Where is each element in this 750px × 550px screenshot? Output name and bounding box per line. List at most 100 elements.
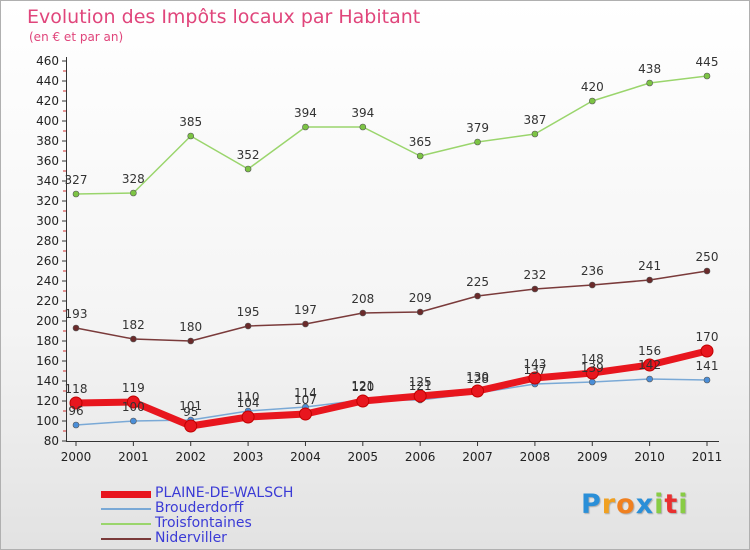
data-point	[585, 366, 599, 380]
data-label: 209	[409, 291, 432, 305]
y-tick-label: 440	[36, 74, 59, 88]
data-label: 241	[638, 259, 661, 273]
series-niderviller	[72, 267, 711, 345]
series-plaine-de-walsch	[69, 344, 714, 433]
y-tick-label: 420	[36, 94, 59, 108]
data-point	[187, 337, 195, 345]
data-point	[474, 138, 481, 146]
data-label: 420	[581, 80, 604, 94]
data-label: 130	[466, 370, 489, 384]
y-tick-label: 320	[36, 194, 59, 208]
data-label: 352	[237, 148, 260, 162]
logo-letter: i	[654, 489, 665, 520]
data-point	[703, 267, 711, 275]
y-tick-label: 300	[36, 214, 59, 228]
data-point	[72, 324, 80, 332]
data-point	[126, 395, 140, 409]
legend-swatch	[101, 491, 151, 498]
legend-label: Troisfontaines	[155, 515, 252, 531]
data-label: 121	[351, 379, 374, 393]
y-tick-label: 400	[36, 114, 59, 128]
data-label: 139	[581, 361, 604, 375]
data-label: 100	[122, 400, 145, 414]
x-tick-label: 2000	[61, 450, 92, 464]
y-tick-label: 80	[44, 434, 59, 448]
chart-axes: 80 100 120 140 160 180 200 220 240 260 280 300 320 34…	[36, 54, 722, 464]
data-label: 125	[409, 375, 432, 389]
data-label: 208	[351, 292, 374, 306]
data-point	[356, 394, 370, 408]
y-tick-label: 280	[36, 234, 59, 248]
data-point	[413, 389, 427, 403]
data-label: 236	[581, 264, 604, 278]
legend-swatch	[101, 523, 151, 525]
data-point	[359, 123, 367, 131]
data-point	[416, 308, 424, 316]
data-label: 137	[523, 363, 546, 377]
data-label: 387	[523, 113, 546, 127]
proxiti-logo: Proxiti	[581, 489, 689, 520]
data-point	[241, 410, 255, 424]
data-point	[646, 79, 653, 87]
data-label: 438	[638, 62, 661, 76]
data-label: 95	[183, 405, 198, 419]
legend-swatch	[101, 508, 151, 510]
data-point	[588, 281, 596, 289]
x-tick-label: 2008	[520, 450, 551, 464]
data-label: 394	[294, 106, 317, 120]
y-tick-label: 460	[36, 54, 59, 68]
data-point	[588, 97, 596, 105]
logo-letter: x	[635, 489, 655, 520]
data-point	[359, 309, 367, 317]
y-tick-label: 340	[36, 174, 59, 188]
data-label: 114	[294, 386, 317, 400]
y-tick-label: 160	[36, 354, 59, 368]
x-tick-label: 2009	[577, 450, 608, 464]
legend-label: PLAINE-DE-WALSCH	[155, 485, 294, 501]
data-point	[646, 276, 653, 284]
data-point	[531, 130, 539, 138]
logo-letter: t	[664, 489, 679, 520]
data-label: 104	[237, 396, 260, 410]
data-point	[703, 376, 711, 384]
data-label: 180	[179, 320, 202, 334]
data-label: 119	[122, 381, 145, 395]
data-label: 379	[466, 121, 489, 135]
y-tick-label: 360	[36, 154, 59, 168]
data-point	[298, 407, 312, 421]
y-tick-label: 260	[36, 254, 59, 268]
series-layer	[69, 72, 714, 433]
data-point	[588, 378, 596, 386]
data-point	[703, 72, 711, 80]
data-label: 197	[294, 303, 317, 317]
x-tick-label: 2001	[118, 450, 149, 464]
data-point	[187, 132, 195, 140]
y-tick-label: 180	[36, 334, 59, 348]
logo-letter: o	[616, 489, 636, 520]
data-point	[184, 419, 198, 433]
data-label: 385	[179, 115, 202, 129]
data-label: 110	[237, 390, 260, 404]
legend-label: Niderviller	[155, 530, 227, 546]
y-tick-label: 100	[36, 414, 59, 428]
data-label: 101	[179, 399, 202, 413]
legend-swatch	[101, 538, 151, 540]
chart-subtitle: (en € et par an)	[29, 30, 124, 44]
chart-title: Evolution des Impôts locaux par Habitant	[27, 6, 421, 28]
data-point	[302, 320, 309, 328]
y-tick-label: 380	[36, 134, 59, 148]
data-point	[244, 165, 252, 173]
logo-letter: i	[678, 489, 689, 520]
data-point	[643, 358, 657, 372]
y-tick-label: 140	[36, 374, 59, 388]
data-point	[69, 396, 83, 410]
data-point	[72, 190, 80, 198]
series-line	[72, 347, 711, 430]
data-point	[531, 285, 539, 293]
data-point	[302, 123, 309, 131]
series-line	[75, 270, 708, 342]
logo-letter: P	[581, 489, 602, 520]
logo-letter: r	[601, 489, 617, 520]
